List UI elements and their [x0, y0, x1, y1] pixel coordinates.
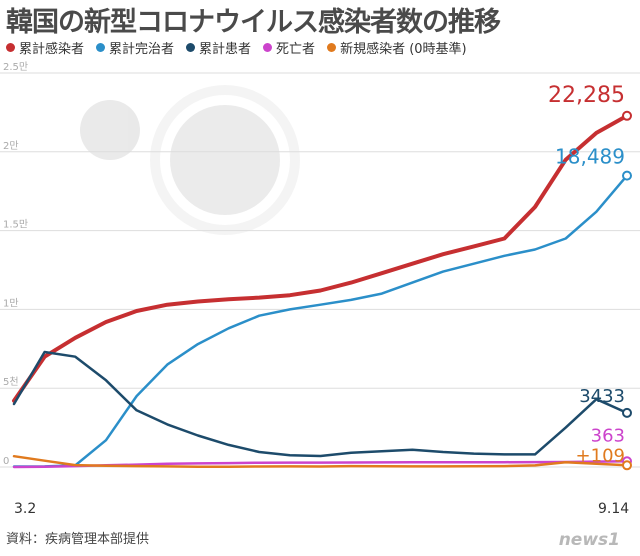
legend-label: 累計完治者 — [109, 42, 175, 57]
legend-item-cumulative-infected: 累計感染者 — [6, 38, 84, 57]
virus-icon — [80, 100, 140, 160]
legend-label: 累計感染者 — [19, 42, 85, 57]
series-end-point — [622, 407, 632, 418]
y-tick-label: 2만 — [3, 140, 19, 152]
legend: 累計感染者 累計完治者 累計患者 死亡者 新規感染者 (0時基準) — [6, 38, 467, 57]
y-tick-label: 5천 — [3, 376, 19, 388]
y-tick-label: 0 — [3, 456, 9, 467]
source-note: 資料：疾病管理本部提供 — [6, 532, 150, 547]
legend-dot-cumulative-patients — [186, 43, 196, 52]
series-end-point — [622, 170, 632, 181]
series-line — [12, 113, 629, 403]
legend-label: 累計患者 — [199, 42, 252, 57]
y-tick-label: 1.5만 — [3, 219, 28, 231]
y-tick-label: 1만 — [3, 297, 19, 309]
series-line — [12, 350, 629, 458]
legend-item-cumulative-recovered: 累計完治者 — [96, 38, 174, 57]
legend-item-new-cases: 新規感染者 (0時基準) — [327, 38, 467, 57]
series-end-label: +109 — [576, 445, 625, 466]
series-end-point — [622, 110, 632, 121]
series-line — [12, 454, 629, 469]
news1-logo: news1 — [558, 530, 620, 550]
virus-decoration — [80, 85, 300, 235]
series-end-label: 18,489 — [555, 145, 625, 169]
legend-item-cumulative-patients: 累計患者 — [186, 38, 251, 57]
series-end-label: 22,285 — [548, 83, 625, 108]
series-end-label: 363 — [591, 425, 625, 446]
legend-dot-new-cases — [327, 43, 337, 52]
series-line — [12, 174, 629, 468]
legend-dot-cumulative-recovered — [96, 43, 106, 52]
legend-label: 死亡者 — [276, 42, 316, 57]
y-tick-label: 2.5만 — [3, 61, 28, 73]
series-end-point — [622, 460, 632, 471]
series-end-label: 3433 — [579, 386, 625, 407]
chart-title: 韓国の新型コロナウイルス感染者数の推移 — [6, 7, 501, 38]
legend-dot-cumulative-infected — [6, 43, 15, 52]
legend-dot-deaths — [263, 43, 273, 52]
virus-icon — [170, 105, 280, 215]
x-tick-end: 9.14 — [598, 501, 630, 517]
x-tick-start: 3.2 — [14, 501, 37, 517]
legend-label: 新規感染者 (0時基準) — [340, 42, 467, 57]
virus-halo — [150, 85, 300, 235]
legend-item-deaths: 死亡者 — [263, 38, 315, 57]
